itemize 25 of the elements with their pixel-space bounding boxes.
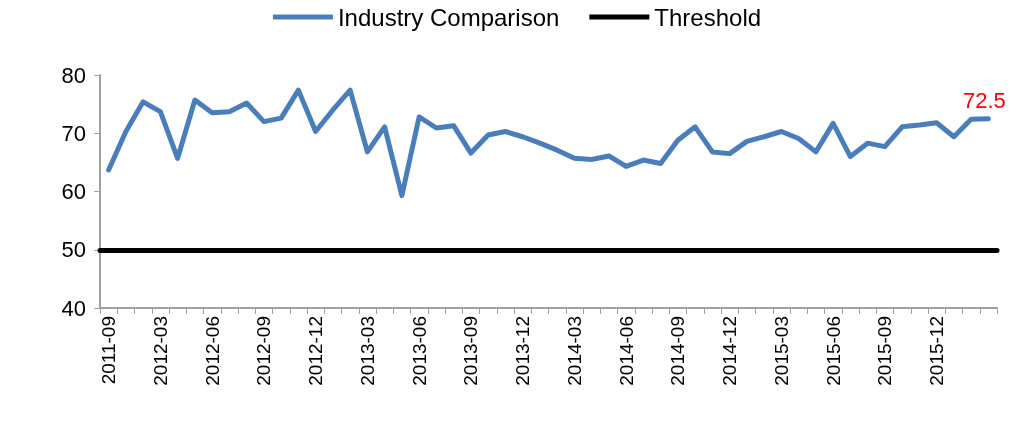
- x-tick-label: 2012-03: [149, 316, 171, 386]
- x-tick-label: 2013-06: [408, 316, 430, 386]
- data-label: 72.5: [962, 88, 1006, 114]
- y-tick-label: 70: [61, 120, 86, 146]
- y-tick-label: 80: [61, 62, 86, 88]
- x-tick-label: 2014-03: [563, 316, 585, 386]
- y-tick-label: 50: [61, 237, 86, 263]
- x-tick-label: 2015-06: [822, 316, 844, 386]
- x-tick-label: 2013-03: [356, 316, 378, 386]
- x-tick-label: 2012-12: [305, 316, 327, 386]
- legend-label: Threshold: [654, 3, 762, 31]
- y-tick-label: 60: [61, 179, 86, 204]
- x-tick-label: 2014-12: [719, 316, 741, 386]
- x-tick-label: 2012-09: [253, 316, 275, 386]
- x-tick-label: 2015-09: [874, 316, 896, 386]
- x-tick-label: 2013-09: [460, 316, 482, 386]
- x-tick-label: 2013-12: [512, 316, 534, 386]
- x-tick-label: 2014-06: [615, 316, 637, 386]
- x-tick-label: 2012-06: [201, 316, 223, 386]
- x-tick-label: 2015-12: [926, 316, 948, 386]
- legend-label: Industry Comparison: [337, 3, 560, 31]
- y-tick-label: 40: [61, 295, 86, 321]
- x-tick-label: 2011-09: [98, 316, 120, 385]
- x-tick-label: 2014-09: [667, 316, 689, 386]
- x-tick-label: 2015-03: [770, 316, 792, 386]
